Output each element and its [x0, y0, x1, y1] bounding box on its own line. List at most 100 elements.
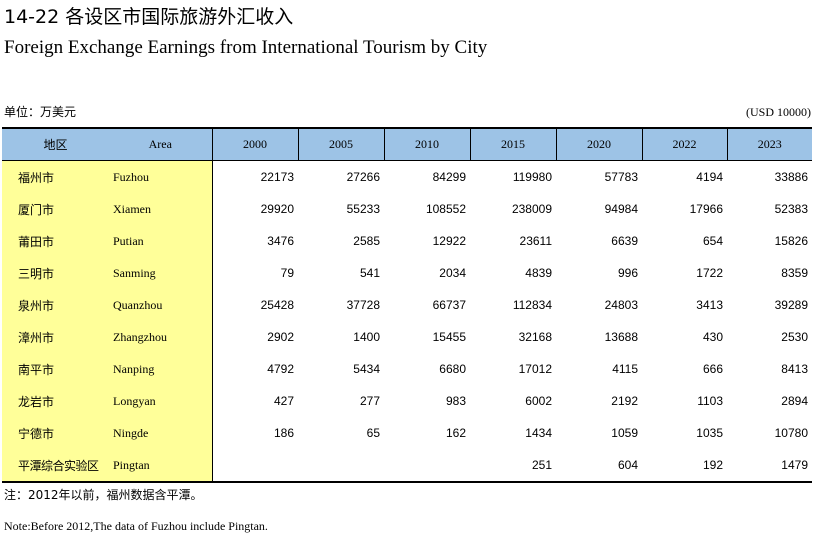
table-cell: 2894: [781, 394, 808, 408]
table-cell: [384, 449, 470, 483]
table-cell: 37728: [346, 298, 380, 312]
unit-label-en: (USD 10000): [746, 105, 811, 119]
table-cell: 13688: [604, 330, 638, 344]
table-cell: 55233: [346, 202, 380, 216]
table-cell: 17012: [518, 362, 552, 376]
table-row: 龙岩市 Longyan 427 277 983 6002 2192 1103 2…: [2, 385, 812, 417]
table-cell: 1722: [696, 266, 723, 280]
city-name-cn: 漳州市: [2, 321, 109, 353]
table-row: 平潭综合实验区 Pingtan 251 604 192 1479: [2, 449, 812, 483]
table-cell: 84299: [432, 170, 466, 184]
table-cell: [212, 449, 298, 483]
table-row: 宁德市 Ningde 186 65 162 1434 1059 1035 107…: [2, 417, 812, 449]
table-cell: 2192: [611, 394, 638, 408]
table-row: 泉州市 Quanzhou 25428 37728 66737 112834 24…: [2, 289, 812, 321]
table-cell: 112834: [512, 298, 552, 312]
table-cell: 996: [617, 266, 638, 280]
table-cell: 238009: [511, 202, 552, 216]
table-cell: 17966: [689, 202, 723, 216]
header-year: 2022: [641, 127, 727, 161]
table-cell: 119980: [512, 170, 552, 184]
header-year: 2010: [383, 127, 470, 161]
page-title-en: Foreign Exchange Earnings from Internati…: [4, 37, 488, 58]
table-cell: 94984: [604, 202, 638, 216]
table-cell: 1059: [611, 426, 638, 440]
city-name-cn: 泉州市: [2, 289, 109, 321]
city-name-en: Xiamen: [109, 193, 213, 225]
city-name-en: Putian: [109, 225, 213, 257]
table-cell: 2530: [781, 330, 808, 344]
table-cell: 10780: [774, 426, 808, 440]
table-cell: 4839: [525, 266, 552, 280]
table-cell: 23611: [519, 234, 552, 248]
table-cell: 1103: [697, 394, 723, 408]
table-cell: 29920: [260, 202, 294, 216]
city-name-en: Nanping: [109, 353, 213, 385]
table-cell: 1479: [727, 449, 812, 483]
table-cell: 33886: [774, 170, 808, 184]
table-cell: 192: [642, 449, 727, 483]
table-cell: 8359: [781, 266, 808, 280]
city-name-cn: 三明市: [2, 257, 109, 289]
city-name-cn: 莆田市: [2, 225, 109, 257]
table-cell: 251: [470, 449, 556, 483]
table-cell: 541: [359, 266, 380, 280]
table-cell: 1400: [353, 330, 380, 344]
table-cell: 15826: [774, 234, 808, 248]
table-cell: 65: [366, 426, 380, 440]
table-cell: 4194: [696, 170, 723, 184]
unit-label-cn: 单位：万美元: [4, 105, 77, 119]
city-name-en: Pingtan: [109, 449, 213, 483]
header-year: 2000: [211, 127, 298, 161]
table-cell: 6639: [611, 234, 638, 248]
footnote-cn: 注：2012年以前，福州数据含平潭。: [4, 488, 203, 502]
city-name-cn: 宁德市: [2, 417, 109, 449]
city-name-cn: 厦门市: [2, 193, 109, 225]
table-row: 三明市 Sanming 79 541 2034 4839 996 1722 83…: [2, 257, 812, 289]
header-year: 2023: [726, 127, 812, 161]
table-cell: 1434: [525, 426, 552, 440]
table-cell: 1035: [696, 426, 723, 440]
city-name-cn: 福州市: [2, 160, 109, 193]
table-cell: 15455: [432, 330, 466, 344]
table-cell: 4115: [612, 362, 638, 376]
table-cell: 186: [273, 426, 294, 440]
table-cell: 52383: [774, 202, 808, 216]
city-name-en: Sanming: [109, 257, 213, 289]
table-row: 厦门市 Xiamen 29920 55233 108552 238009 949…: [2, 193, 812, 225]
table-cell: 6680: [439, 362, 466, 376]
header-area-en: Area: [109, 127, 213, 161]
table-cell: 79: [280, 266, 294, 280]
city-name-cn: 龙岩市: [2, 385, 109, 417]
table-row: 南平市 Nanping 4792 5434 6680 17012 4115 66…: [2, 353, 812, 385]
table-cell: 2902: [267, 330, 294, 344]
header-area-cn: 地区: [2, 127, 109, 161]
earnings-table: 地区 Area 2000 2005 2010 2015 2020 2022 20…: [2, 127, 812, 483]
table-cell: 108552: [425, 202, 466, 216]
table-cell: 32168: [518, 330, 552, 344]
table-row: 漳州市 Zhangzhou 2902 1400 15455 32168 1368…: [2, 321, 812, 353]
header-year: 2005: [297, 127, 384, 161]
table-row: 福州市 Fuzhou 22173 27266 84299 119980 5778…: [2, 160, 812, 193]
table-cell: 3476: [267, 234, 294, 248]
table-cell: 277: [359, 394, 380, 408]
table-cell: 2585: [353, 234, 380, 248]
city-name-en: Longyan: [109, 385, 213, 417]
page-title-cn: 14-22 各设区市国际旅游外汇收入: [4, 6, 294, 28]
table-cell: 8413: [781, 362, 808, 376]
table-cell: 654: [702, 234, 723, 248]
table-cell: 57783: [604, 170, 638, 184]
table-cell: 24803: [604, 298, 638, 312]
table-cell: 430: [702, 330, 723, 344]
table-cell: 983: [445, 394, 466, 408]
table-cell: 66737: [432, 298, 466, 312]
header-row: 地区 Area 2000 2005 2010 2015 2020 2022 20…: [2, 127, 812, 161]
city-name-en: Ningde: [109, 417, 213, 449]
table-cell: 604: [556, 449, 642, 483]
table-cell: 27266: [346, 170, 380, 184]
city-name-cn: 平潭综合实验区: [2, 449, 109, 483]
table-cell: 4792: [267, 362, 294, 376]
table-cell: 5434: [353, 362, 380, 376]
table-cell: 3413: [696, 298, 723, 312]
footnote-en: Note:Before 2012,The data of Fuzhou incl…: [4, 519, 268, 533]
